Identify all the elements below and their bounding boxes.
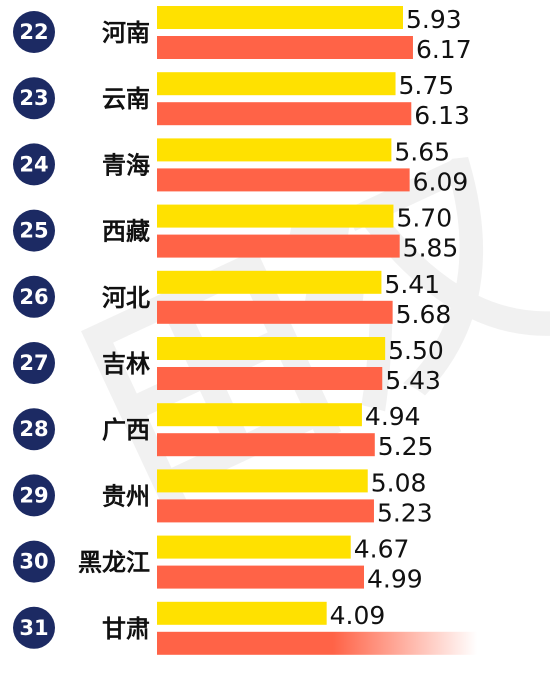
bar-primary: [157, 6, 403, 29]
bar-primary: [157, 469, 368, 493]
value-label-primary: 4.94: [365, 402, 421, 431]
rank-badge: [13, 606, 55, 649]
value-label-primary: 5.93: [406, 5, 462, 34]
value-label-secondary: 5.43: [385, 366, 441, 395]
value-label-primary: 4.09: [330, 601, 386, 630]
bar-secondary: [157, 168, 410, 192]
rank-badge: [13, 408, 55, 451]
rank-label: 31: [19, 616, 48, 640]
rank-label: 30: [19, 550, 48, 574]
bar-primary: [157, 403, 362, 427]
bar-secondary-faded: [157, 631, 477, 655]
value-label-secondary: 5.25: [378, 432, 434, 461]
bar-primary: [157, 270, 382, 294]
province-label: 黑龙江: [78, 549, 150, 577]
rank-badge: [13, 275, 55, 318]
bar-secondary: [157, 499, 374, 523]
province-label: 吉林: [102, 350, 150, 378]
value-label-primary: 5.08: [371, 468, 427, 497]
bar-primary: [157, 72, 396, 96]
province-label: 西藏: [102, 218, 150, 246]
bar-secondary: [157, 433, 375, 457]
rank-label: 26: [19, 285, 48, 309]
bar-primary: [157, 535, 351, 559]
bar-primary: [157, 204, 394, 228]
rank-label: 28: [19, 417, 48, 441]
rank-label: 25: [19, 219, 48, 243]
value-label-primary: 5.41: [384, 270, 440, 299]
value-label-primary: 5.50: [388, 336, 444, 365]
value-label-secondary: 6.09: [413, 167, 469, 196]
bar-primary: [157, 337, 386, 360]
value-label-secondary: 5.68: [396, 300, 452, 329]
bar-secondary: [157, 36, 413, 59]
bar-secondary: [157, 367, 383, 390]
bar-primary: [157, 138, 392, 162]
value-label-secondary: 5.85: [403, 234, 459, 263]
bar-secondary: [157, 234, 400, 258]
rank-label: 24: [19, 152, 48, 176]
value-label-primary: 5.75: [399, 71, 455, 100]
province-label: 广西: [102, 416, 150, 444]
bar-secondary: [157, 300, 393, 324]
bar-secondary: [157, 102, 412, 126]
rank-label: 23: [19, 86, 48, 110]
rank-label: 22: [19, 20, 48, 44]
value-label-secondary: 6.13: [414, 101, 470, 130]
province-label: 甘肃: [102, 615, 150, 643]
province-label: 河北: [102, 284, 150, 312]
province-label: 青海: [102, 151, 150, 179]
rank-badge: [13, 77, 55, 120]
province-label: 贵州: [102, 482, 150, 510]
value-label-primary: 4.67: [354, 535, 410, 564]
rank-badge: [13, 11, 55, 53]
value-label-secondary: 4.99: [367, 565, 423, 594]
rank-badge: [13, 143, 55, 186]
rank-badge: [13, 209, 55, 252]
province-label: 河南: [102, 19, 150, 47]
value-label-secondary: 5.23: [377, 498, 433, 527]
rank-label: 27: [19, 351, 48, 375]
value-label-secondary: 6.17: [416, 35, 472, 64]
value-label-primary: 5.70: [396, 204, 452, 233]
rank-label: 29: [19, 483, 48, 507]
value-label-primary: 5.65: [394, 137, 450, 166]
rank-badge: [13, 540, 55, 583]
bar-secondary: [157, 565, 365, 589]
province-label: 云南: [102, 85, 150, 113]
chart-rows: 22 河南 5.936.17 23 云南 5.756.13 24 青海 5.656.09 25 西藏…: [13, 5, 477, 655]
bar-primary: [157, 601, 327, 625]
rank-badge: [13, 342, 55, 384]
rank-badge: [13, 474, 55, 517]
